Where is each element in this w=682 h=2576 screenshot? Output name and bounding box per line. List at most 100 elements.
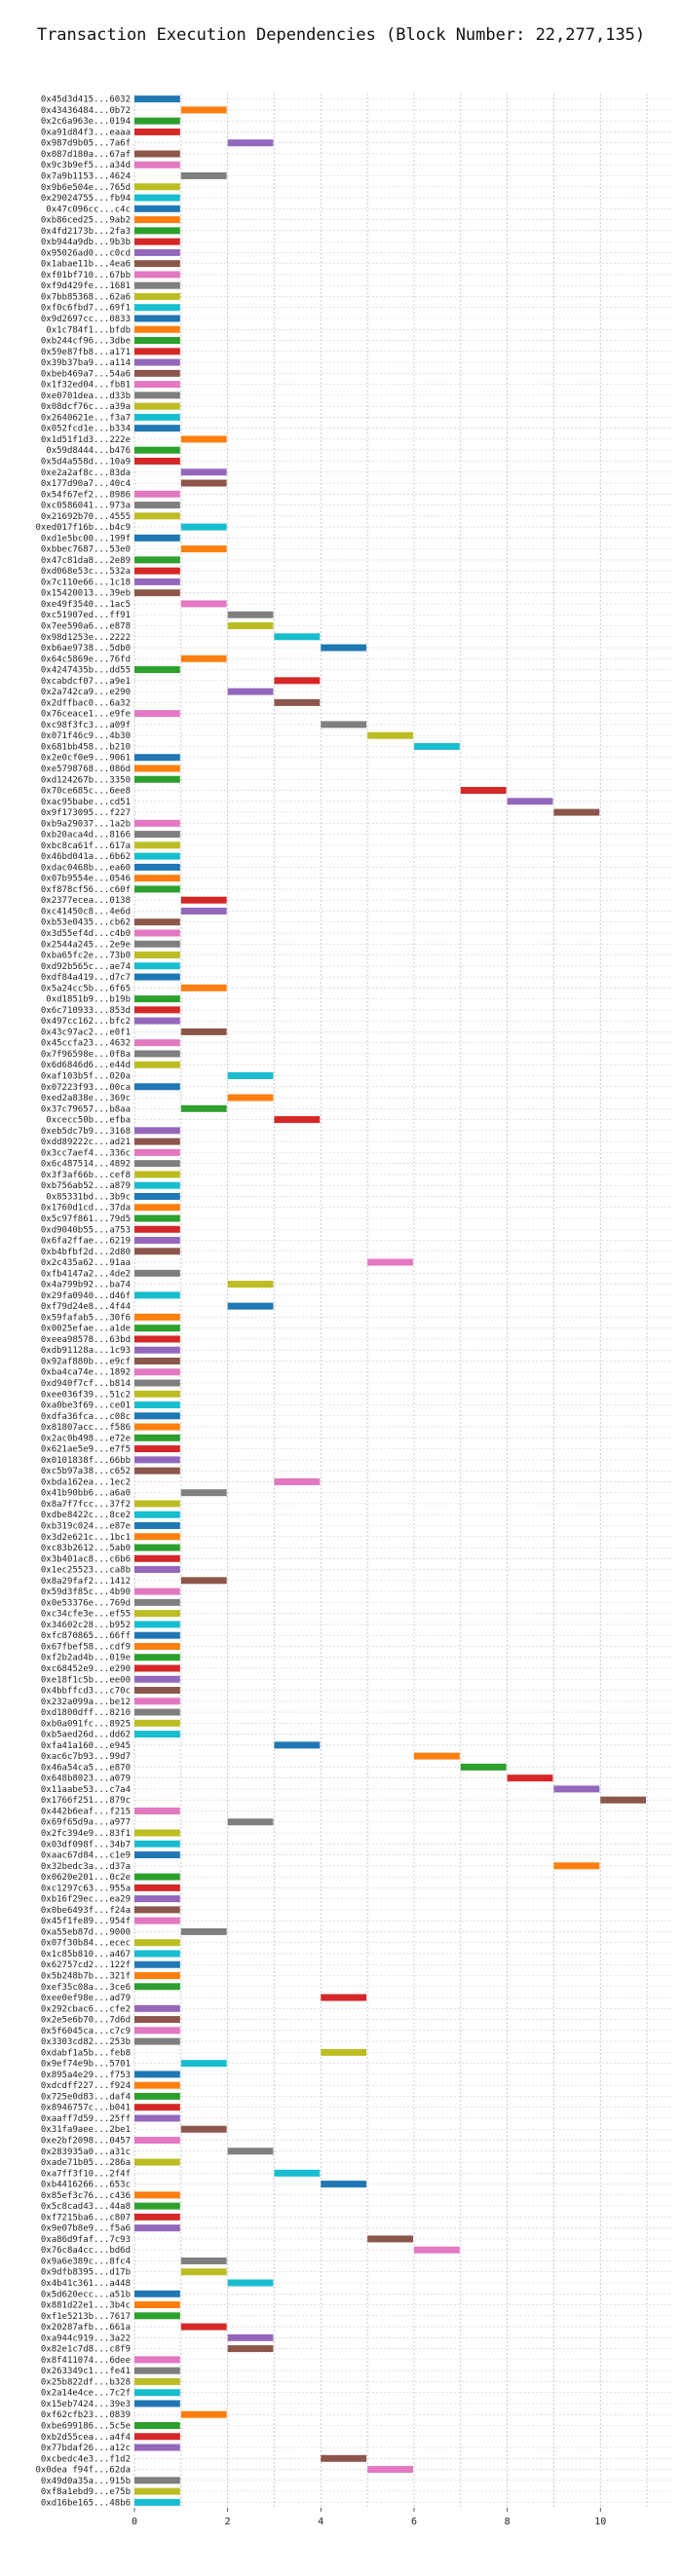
bar [134,2487,180,2495]
bar [134,929,180,937]
bar [134,512,180,520]
bar [134,885,180,893]
y-tick-label: 0x7f96598e...0f8a [41,1050,131,1060]
bar [134,1368,180,1376]
y-tick-label: 0xb6ae9738...5db0 [41,644,131,653]
bar [134,502,180,509]
bar [134,1554,180,1562]
y-tick-label: 0x3cc7aef4...336c [41,1148,131,1158]
y-tick-label: 0x0620e201...0c2e [41,1873,131,1883]
y-tick-label: 0x92af880b...e9cf [41,1357,131,1366]
y-tick-label: 0x5c8cad43...44a8 [41,2202,131,2212]
y-tick-label: 0xb16f29ec...ea29 [41,1895,131,1905]
y-tick-label: 0xc68452e9...e290 [41,1664,131,1674]
y-tick-label: 0x07b9554e...0546 [41,875,131,884]
y-tick-label: 0x2544a245...2e9e [41,940,131,950]
y-tick-label: 0x9ef74e9b...5701 [41,2060,131,2070]
bar [134,128,180,135]
y-tick-label: 0x76ceace1...e9fe [41,710,131,720]
bar [134,1840,180,1848]
y-tick-label: 0xee0ef98e...ad79 [41,1994,131,2003]
y-tick-label: 0xc34cfe3e...ef55 [41,1610,131,1620]
y-tick-label: 0xe2a2af8c...83da [41,468,131,478]
bar [134,1160,180,1168]
bar [134,918,180,926]
bar [134,2444,180,2451]
y-tick-label: 0x4a799b92...ba74 [41,1281,131,1290]
y-tick-label: 0x497cc162...bfc2 [41,1017,131,1027]
bar [274,2169,321,2177]
bar [227,622,274,629]
bar [134,227,180,235]
bar [134,1006,180,1014]
bar [134,556,180,564]
y-tick-label: 0x32bedc3a...d37a [41,1862,131,1872]
y-tick-label: 0x292cbac6...cfe2 [41,2004,131,2014]
bar [413,742,460,750]
bar [134,2312,180,2320]
bar [134,325,180,333]
bar [134,1379,180,1387]
x-tick-label: 2 [225,2517,231,2527]
bar [134,1214,180,1222]
bar [180,896,227,904]
bar [460,1763,507,1771]
y-tick-label: 0xb20aca4d...8166 [41,831,131,840]
bar [134,2137,180,2145]
y-tick-label: 0xb53e0435...cb62 [41,918,131,928]
y-tick-label: 0x2ac0b498...e72e [41,1434,131,1443]
y-tick-label: 0x2e0cf0e9...9061 [41,754,131,764]
bar [134,1587,180,1595]
y-tick-label: 0xd1851b9...b19b [46,995,131,1005]
bar [134,2498,180,2506]
bar [134,1325,180,1332]
y-tick-label: 0x7bb85368...62a6 [41,292,131,302]
y-tick-label: 0x0e53376e...769d [41,1598,131,1608]
bar [180,984,227,991]
y-tick-label: 0x2a14e4ce...7c2f [41,2389,131,2399]
y-tick-label: 0x6d6846d6...e44d [41,1061,131,1070]
bar [134,216,180,224]
y-tick-label: 0xf79d24e8...4f44 [41,1302,131,1312]
y-tick-label: 0xfc870865...66ff [41,1631,131,1641]
bar [227,2279,274,2287]
y-tick-label: 0xade71b05...286a [41,2158,131,2168]
y-tick-label: 0x5c97f861...79d5 [41,1214,131,1224]
y-tick-label: 0xed2a838e...369c [41,1094,131,1103]
y-tick-label: 0x54f67ef2...8986 [41,490,131,500]
bar [321,1994,367,2001]
bar [134,117,180,125]
bar [134,260,180,268]
bar [134,1192,180,1200]
bar [507,798,553,805]
bar [134,1675,180,1683]
bar [134,1335,180,1343]
bar [134,348,180,355]
bar [321,2181,367,2188]
bar [180,1489,227,1497]
bar [134,1445,180,1453]
bar [134,205,180,212]
bar [134,2202,180,2210]
bar [134,1401,180,1409]
bar [367,1258,413,1266]
bar [134,1204,180,1212]
y-tick-label: 0x8946757c...b041 [41,2104,131,2113]
bar [134,358,180,366]
bar [134,841,180,849]
bar [274,698,321,706]
bar [134,754,180,762]
y-tick-label: 0x052fcd1e...b334 [41,425,131,434]
bar [134,2027,180,2035]
bar [134,1456,180,1464]
y-tick-label: 0x43436484...0b72 [41,106,131,116]
y-tick-label: 0xeb5dc7b9...3168 [41,1127,131,1137]
y-tick-label: 0xdd89222c...ad21 [41,1138,131,1147]
bar [227,1818,274,1826]
y-tick-label: 0x1f32ed04...fb81 [41,381,131,391]
y-tick-label: 0xef35c08a...3ce6 [41,1983,131,1993]
bar [134,1357,180,1364]
y-tick-label: 0xf1e5213b...7617 [41,2312,131,2322]
y-tick-label: 0x087d180a...67af [41,150,131,160]
y-tick-label: 0xa55eb87d...9000 [41,1927,131,1937]
